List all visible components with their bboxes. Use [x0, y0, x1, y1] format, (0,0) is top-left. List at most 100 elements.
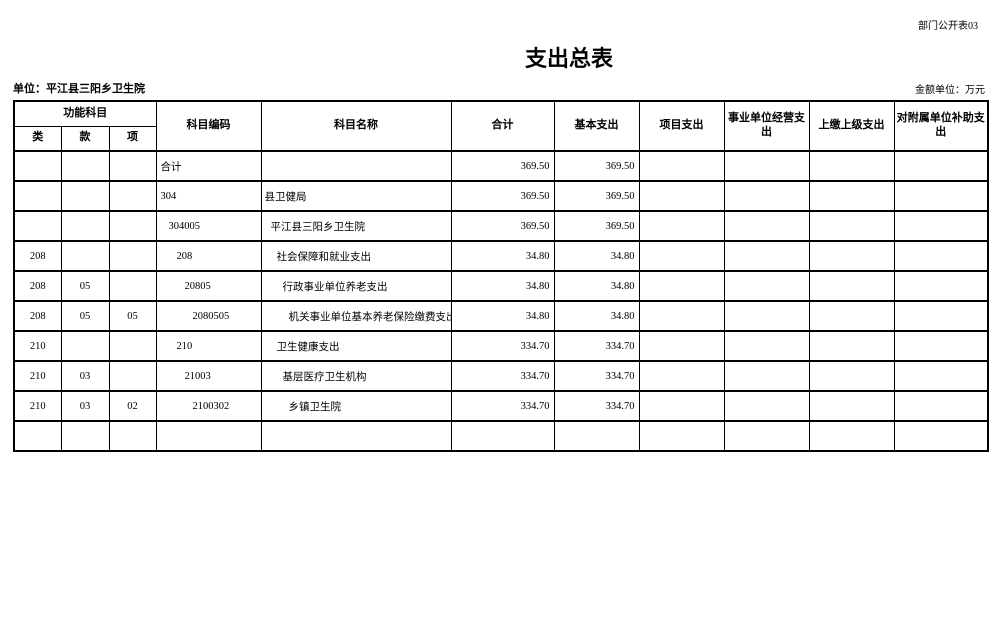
cell-class: 208 — [13, 240, 62, 272]
cell-subject-name: 社会保障和就业支出 — [260, 240, 452, 272]
cell-class — [13, 210, 62, 242]
header-subject-name: 科目名称 — [260, 100, 452, 152]
cell-subsidy-expenditure — [893, 330, 989, 362]
cell-class — [13, 150, 62, 182]
table-row: 208 208 社会保障和就业支出 34.80 34.80 — [13, 240, 989, 272]
cell-class — [13, 420, 62, 452]
cell-class: 210 — [13, 390, 62, 422]
table-row — [13, 420, 989, 452]
header-project-expenditure: 项目支出 — [638, 100, 725, 152]
table-row: 210 210 卫生健康支出 334.70 334.70 — [13, 330, 989, 362]
table-row: 304005 平江县三阳乡卫生院 369.50 369.50 — [13, 210, 989, 242]
unit-label: 单位：平江县三阳乡卫生院 — [13, 83, 145, 95]
cell-subsidy-expenditure — [893, 180, 989, 212]
cell-class: 210 — [13, 330, 62, 362]
cell-operating-expenditure — [723, 210, 810, 242]
cell-section — [60, 150, 110, 182]
cell-total: 334.70 — [450, 390, 555, 422]
cell-operating-expenditure — [723, 360, 810, 392]
cell-section: 03 — [60, 390, 110, 422]
cell-subject-name — [260, 150, 452, 182]
cell-item: 02 — [108, 390, 157, 422]
cell-project-expenditure — [638, 420, 725, 452]
cell-total: 369.50 — [450, 150, 555, 182]
cell-operating-expenditure — [723, 180, 810, 212]
cell-upper-level-expenditure — [808, 270, 895, 302]
cell-basic-expenditure: 334.70 — [553, 360, 640, 392]
header-subject-code: 科目编码 — [155, 100, 262, 152]
cell-class — [13, 180, 62, 212]
cell-subject-name: 平江县三阳乡卫生院 — [260, 210, 452, 242]
cell-subject-name: 乡镇卫生院 — [260, 390, 452, 422]
cell-project-expenditure — [638, 240, 725, 272]
cell-total: 34.80 — [450, 270, 555, 302]
cell-item — [108, 270, 157, 302]
header-class: 类 — [13, 125, 62, 152]
header-functional-subject: 功能科目 — [13, 100, 157, 127]
cell-subject-code: 210 — [155, 330, 262, 362]
cell-operating-expenditure — [723, 240, 810, 272]
cell-operating-expenditure — [723, 420, 810, 452]
cell-upper-level-expenditure — [808, 210, 895, 242]
header-section: 款 — [60, 125, 110, 152]
table-row: 208 05 05 2080505 机关事业单位基本养老保险缴费支出 34.80… — [13, 300, 989, 332]
cell-total: 34.80 — [450, 240, 555, 272]
cell-total: 369.50 — [450, 210, 555, 242]
doc-number-label: 部门公开表03 — [918, 21, 978, 32]
table-row: 304 县卫健局 369.50 369.50 — [13, 180, 989, 212]
cell-upper-level-expenditure — [808, 360, 895, 392]
cell-upper-level-expenditure — [808, 300, 895, 332]
cell-subject-name — [260, 420, 452, 452]
expenditure-table: 功能科目 科目编码 科目名称 合计 基本支出 项目支出 事业单位经营支出 上缴上… — [13, 100, 989, 452]
cell-total: 334.70 — [450, 360, 555, 392]
cell-total: 369.50 — [450, 180, 555, 212]
cell-total: 34.80 — [450, 300, 555, 332]
page-title: 支出总表 — [524, 46, 613, 71]
header-upper-level-expenditure: 上缴上级支出 — [808, 100, 895, 152]
cell-subject-name: 卫生健康支出 — [260, 330, 452, 362]
meta-row: 单位：平江县三阳乡卫生院 金额单位：万元 — [13, 80, 985, 96]
cell-section: 03 — [60, 360, 110, 392]
cell-section: 05 — [60, 300, 110, 332]
cell-subsidy-expenditure — [893, 270, 989, 302]
cell-section — [60, 420, 110, 452]
cell-project-expenditure — [638, 390, 725, 422]
header-subsidy-expenditure: 对附属单位补助支出 — [893, 100, 989, 152]
cell-basic-expenditure: 369.50 — [553, 210, 640, 242]
cell-project-expenditure — [638, 330, 725, 362]
cell-upper-level-expenditure — [808, 420, 895, 452]
cell-basic-expenditure: 334.70 — [553, 330, 640, 362]
cell-operating-expenditure — [723, 270, 810, 302]
cell-basic-expenditure: 369.50 — [553, 180, 640, 212]
header-operating-expenditure: 事业单位经营支出 — [723, 100, 810, 152]
cell-basic-expenditure — [553, 420, 640, 452]
cell-subsidy-expenditure — [893, 240, 989, 272]
cell-subject-code: 2100302 — [155, 390, 262, 422]
cell-class: 208 — [13, 300, 62, 332]
cell-subsidy-expenditure — [893, 300, 989, 332]
table-row: 210 03 21003 基层医疗卫生机构 334.70 334.70 — [13, 360, 989, 392]
cell-project-expenditure — [638, 300, 725, 332]
cell-operating-expenditure — [723, 390, 810, 422]
cell-subsidy-expenditure — [893, 390, 989, 422]
cell-project-expenditure — [638, 180, 725, 212]
cell-project-expenditure — [638, 210, 725, 242]
cell-item — [108, 360, 157, 392]
cell-basic-expenditure: 34.80 — [553, 270, 640, 302]
cell-subsidy-expenditure — [893, 360, 989, 392]
cell-subject-code: 2080505 — [155, 300, 262, 332]
cell-project-expenditure — [638, 150, 725, 182]
cell-basic-expenditure: 34.80 — [553, 300, 640, 332]
cell-item — [108, 240, 157, 272]
cell-subject-code: 208 — [155, 240, 262, 272]
table-row: 合计 369.50 369.50 — [13, 150, 989, 182]
cell-upper-level-expenditure — [808, 330, 895, 362]
cell-upper-level-expenditure — [808, 240, 895, 272]
cell-subject-name: 县卫健局 — [260, 180, 452, 212]
amount-unit-label: 金额单位：万元 — [915, 85, 985, 96]
cell-item — [108, 210, 157, 242]
cell-item — [108, 420, 157, 452]
cell-item — [108, 150, 157, 182]
cell-section — [60, 210, 110, 242]
cell-subsidy-expenditure — [893, 210, 989, 242]
